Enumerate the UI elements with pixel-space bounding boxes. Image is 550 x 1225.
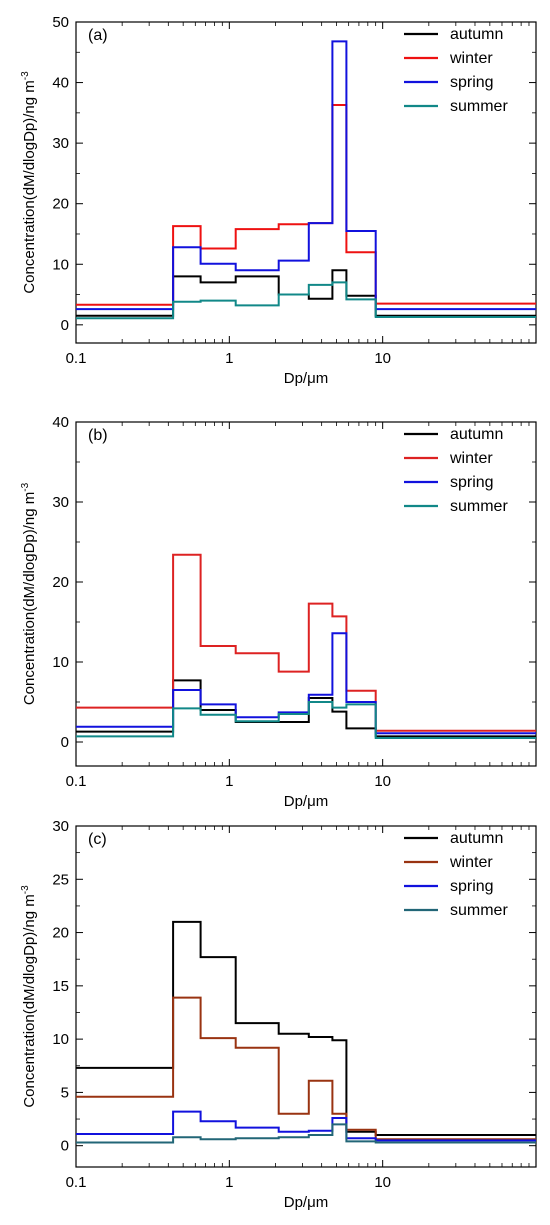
y-tick-label: 0 — [61, 317, 69, 334]
y-tick-label: 40 — [52, 414, 69, 431]
y-tick-label: 10 — [52, 1031, 69, 1048]
y-tick-label: 10 — [52, 654, 69, 671]
plot-frame — [75, 421, 537, 767]
series-line-spring — [76, 1110, 536, 1142]
chart-panel-b: 0.1 1 10 0 10 20 30 40 Dp/μm Concentration(dM/dlo… — [20, 414, 537, 810]
x-tick-label: 10 — [374, 1174, 391, 1191]
legend-label-summer: summer — [450, 498, 508, 515]
x-axis-title: Dp/μm — [284, 370, 328, 387]
series-line-spring — [76, 632, 536, 735]
series-line-winter — [76, 553, 536, 732]
y-tick-label: 25 — [52, 871, 69, 888]
y-tick-label: 30 — [52, 818, 69, 835]
y-axis-title-superscript: -3 — [20, 482, 31, 491]
series-line-summer — [76, 701, 536, 739]
y-tick-label: 40 — [52, 75, 69, 92]
x-tick-label: 10 — [374, 773, 391, 790]
y-axis-title: Concentration(dM/dlogDp)/ng m-3 — [20, 482, 38, 705]
legend-label-spring: spring — [450, 878, 494, 895]
legend-label-spring: spring — [450, 474, 494, 491]
chart-panel-c: 0.1 1 10 0 5 10 15 20 25 30 Dp/μm Concentration(dM/… — [20, 818, 537, 1211]
legend-label-summer: summer — [450, 98, 508, 115]
series-line-winter — [76, 996, 536, 1141]
y-tick-label: 15 — [52, 978, 69, 995]
legend-label-autumn: autumn — [450, 830, 503, 847]
panel-label: (c) — [88, 831, 107, 848]
legend-label-summer: summer — [450, 902, 508, 919]
y-tick-label: 5 — [61, 1084, 69, 1101]
x-tick-label: 0.1 — [66, 1174, 87, 1191]
y-axis-title-text: Concentration(dM/dlogDp)/ng m — [21, 80, 38, 293]
series-line-autumn — [76, 679, 536, 738]
panel-label: (b) — [88, 427, 108, 444]
legend-label-winter: winter — [449, 450, 493, 467]
y-axis-title-superscript: -3 — [20, 885, 31, 894]
x-axis-title: Dp/μm — [284, 1194, 328, 1211]
series-line-spring — [76, 40, 536, 311]
series-line-summer — [76, 281, 536, 320]
chart-panel-a: 0.1 1 10 0 10 20 30 40 50 Dp/μm Concentration(dM/d… — [20, 14, 537, 387]
series-line-winter — [76, 104, 536, 306]
y-tick-label: 30 — [52, 135, 69, 152]
y-tick-label: 0 — [61, 1138, 69, 1155]
x-tick-label: 0.1 — [66, 350, 87, 367]
x-tick-label: 1 — [225, 773, 233, 790]
y-axis-title-text: Concentration(dM/dlogDp)/ng m — [21, 492, 38, 705]
y-axis-title-text: Concentration(dM/dlogDp)/ng m — [21, 894, 38, 1107]
x-tick-label: 10 — [374, 350, 391, 367]
x-tick-label: 1 — [225, 1174, 233, 1191]
legend-label-winter: winter — [449, 50, 493, 67]
series-line-summer — [76, 1123, 536, 1144]
plot-frame — [75, 21, 537, 344]
y-tick-label: 20 — [52, 196, 69, 213]
x-tick-label: 1 — [225, 350, 233, 367]
legend-label-spring: spring — [450, 74, 494, 91]
y-tick-label: 20 — [52, 925, 69, 942]
y-tick-label: 10 — [52, 256, 69, 273]
panel-label: (a) — [88, 27, 108, 44]
legend-label-autumn: autumn — [450, 426, 503, 443]
y-tick-label: 20 — [52, 574, 69, 591]
y-axis-title: Concentration(dM/dlogDp)/ng m-3 — [20, 885, 38, 1108]
plot-frame — [75, 825, 537, 1168]
y-tick-label: 0 — [61, 734, 69, 751]
x-tick-label: 0.1 — [66, 773, 87, 790]
series-line-autumn — [76, 920, 536, 1136]
legend-label-autumn: autumn — [450, 26, 503, 43]
y-axis-title-superscript: -3 — [20, 71, 31, 80]
y-axis-title: Concentration(dM/dlogDp)/ng m-3 — [20, 71, 38, 294]
legend-label-winter: winter — [449, 854, 493, 871]
y-tick-label: 50 — [52, 14, 69, 31]
x-axis-title: Dp/μm — [284, 793, 328, 810]
y-tick-label: 30 — [52, 494, 69, 511]
